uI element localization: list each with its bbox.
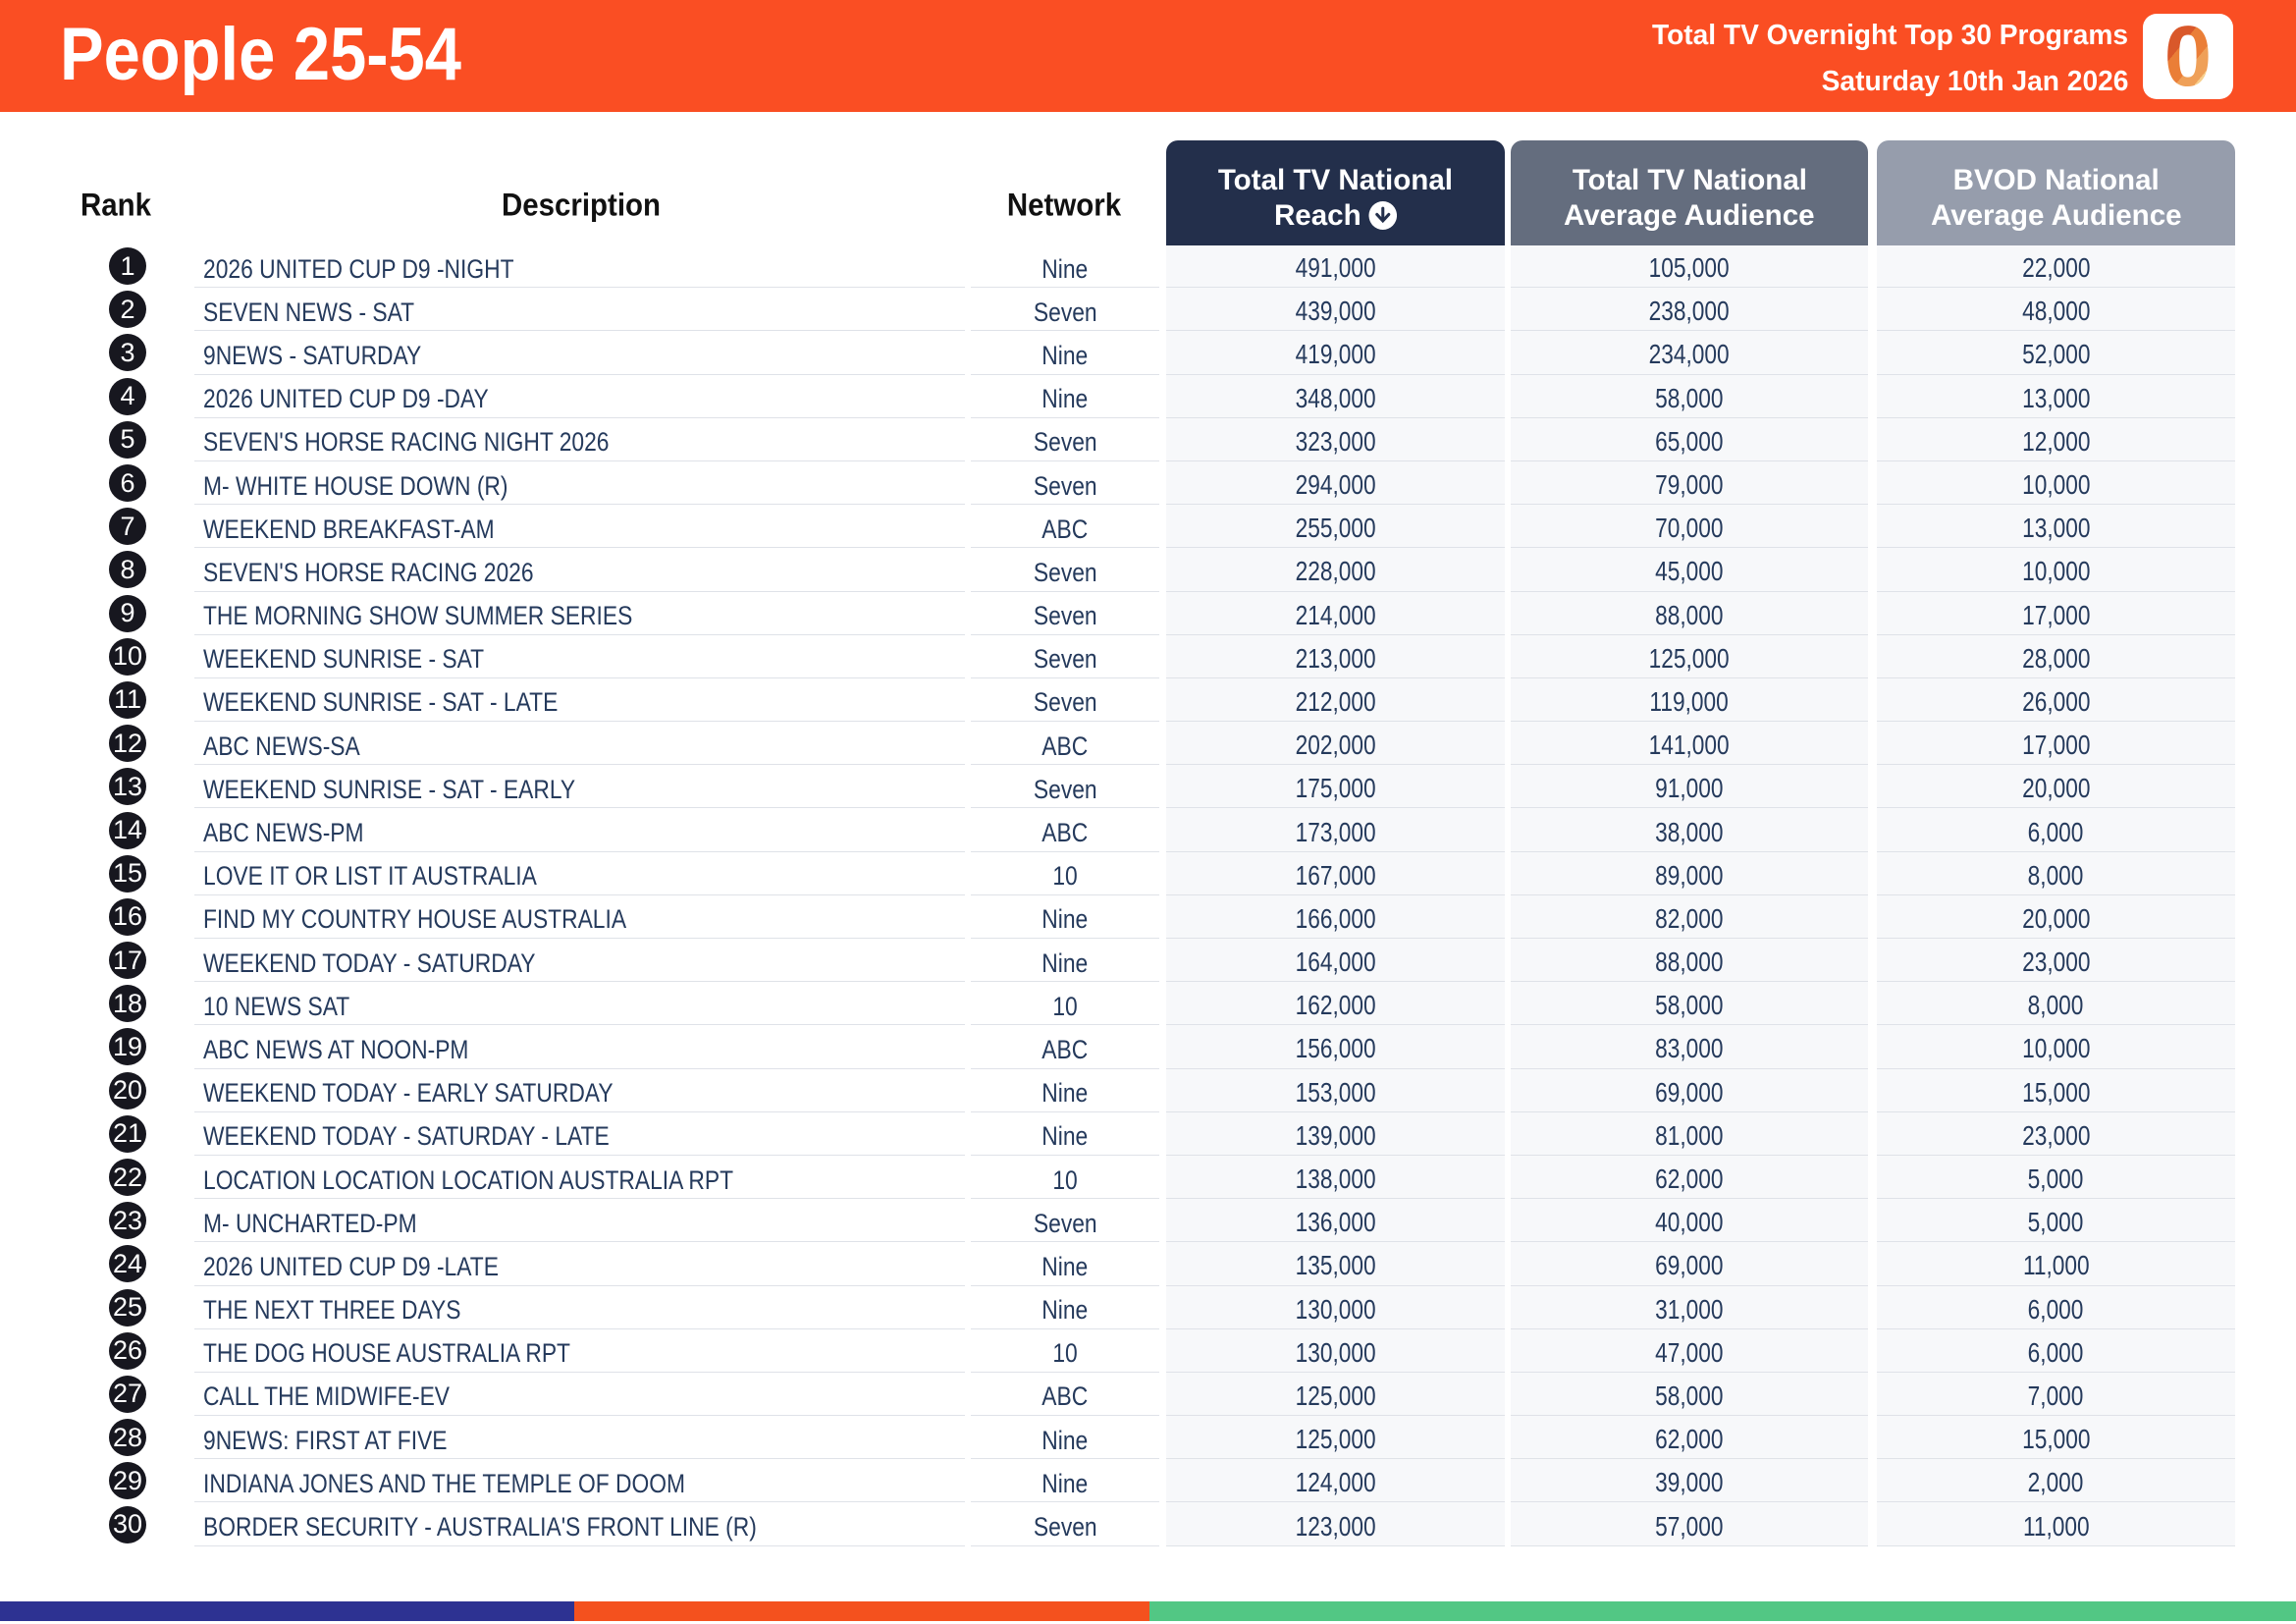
svg-text:0: 0 [2164,14,2212,99]
